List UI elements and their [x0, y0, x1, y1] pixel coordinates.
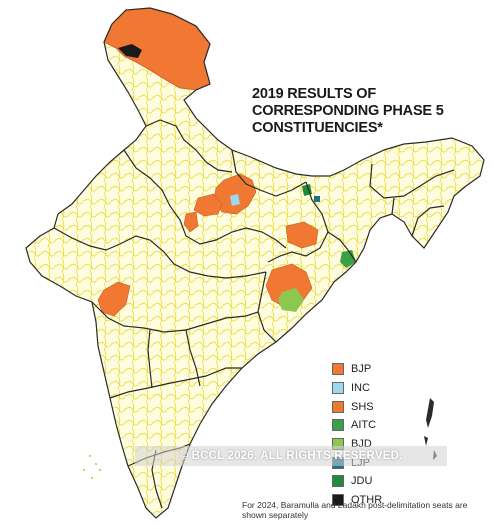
legend-item-inc: INC	[332, 379, 452, 398]
region-odisha-bjd	[278, 288, 304, 312]
title-line-3: CONSTITUENCIES*	[252, 120, 383, 136]
legend-swatch	[332, 419, 344, 432]
legend-label: BJP	[351, 363, 372, 376]
title-line-1: 2019 RESULTS OF	[252, 86, 377, 102]
legend-label: JDU	[351, 475, 373, 488]
result-regions	[97, 7, 356, 317]
region-up-bjp-2	[193, 193, 223, 217]
legend-label: INC	[351, 382, 370, 395]
legend-label: OTHR	[351, 494, 383, 507]
legend-swatch	[332, 494, 344, 507]
region-wb-aitc	[340, 250, 356, 268]
copyright-watermark: © BCCL 2026. ALL RIGHTS RESERVED.	[135, 446, 447, 466]
region-up-bjp-3	[183, 211, 199, 233]
legend-item-shs: SHS	[332, 397, 452, 416]
legend-swatch	[332, 382, 344, 395]
map-title: 2019 RESULTS OF CORRESPONDING PHASE 5 CO…	[252, 86, 492, 137]
legend-item-bjp: BJP	[332, 360, 452, 379]
legend-label: AITC	[351, 419, 377, 432]
legend-item-othr: OTHR	[332, 491, 452, 510]
region-maharashtra-shs	[97, 281, 131, 317]
region-up-inc	[230, 194, 240, 206]
legend: BJP INC SHS AITC BJD LJP JDU OTHR	[332, 360, 452, 510]
legend-item-aitc: AITC	[332, 416, 452, 435]
lakshadweep-islands	[83, 455, 101, 479]
legend-swatch	[332, 363, 344, 376]
region-baramulla-othr	[118, 44, 142, 58]
footnote: For 2024, Baramulla and Ladakh post-deli…	[242, 500, 468, 520]
legend-swatch	[332, 400, 344, 413]
legend-swatch	[332, 475, 344, 488]
region-bihar-ljp	[314, 196, 320, 202]
region-jharkhand-bjp	[285, 221, 319, 249]
legend-label: SHS	[351, 400, 374, 413]
legend-item-jdu: JDU	[332, 472, 452, 491]
title-line-2: CORRESPONDING PHASE 5	[252, 103, 444, 119]
